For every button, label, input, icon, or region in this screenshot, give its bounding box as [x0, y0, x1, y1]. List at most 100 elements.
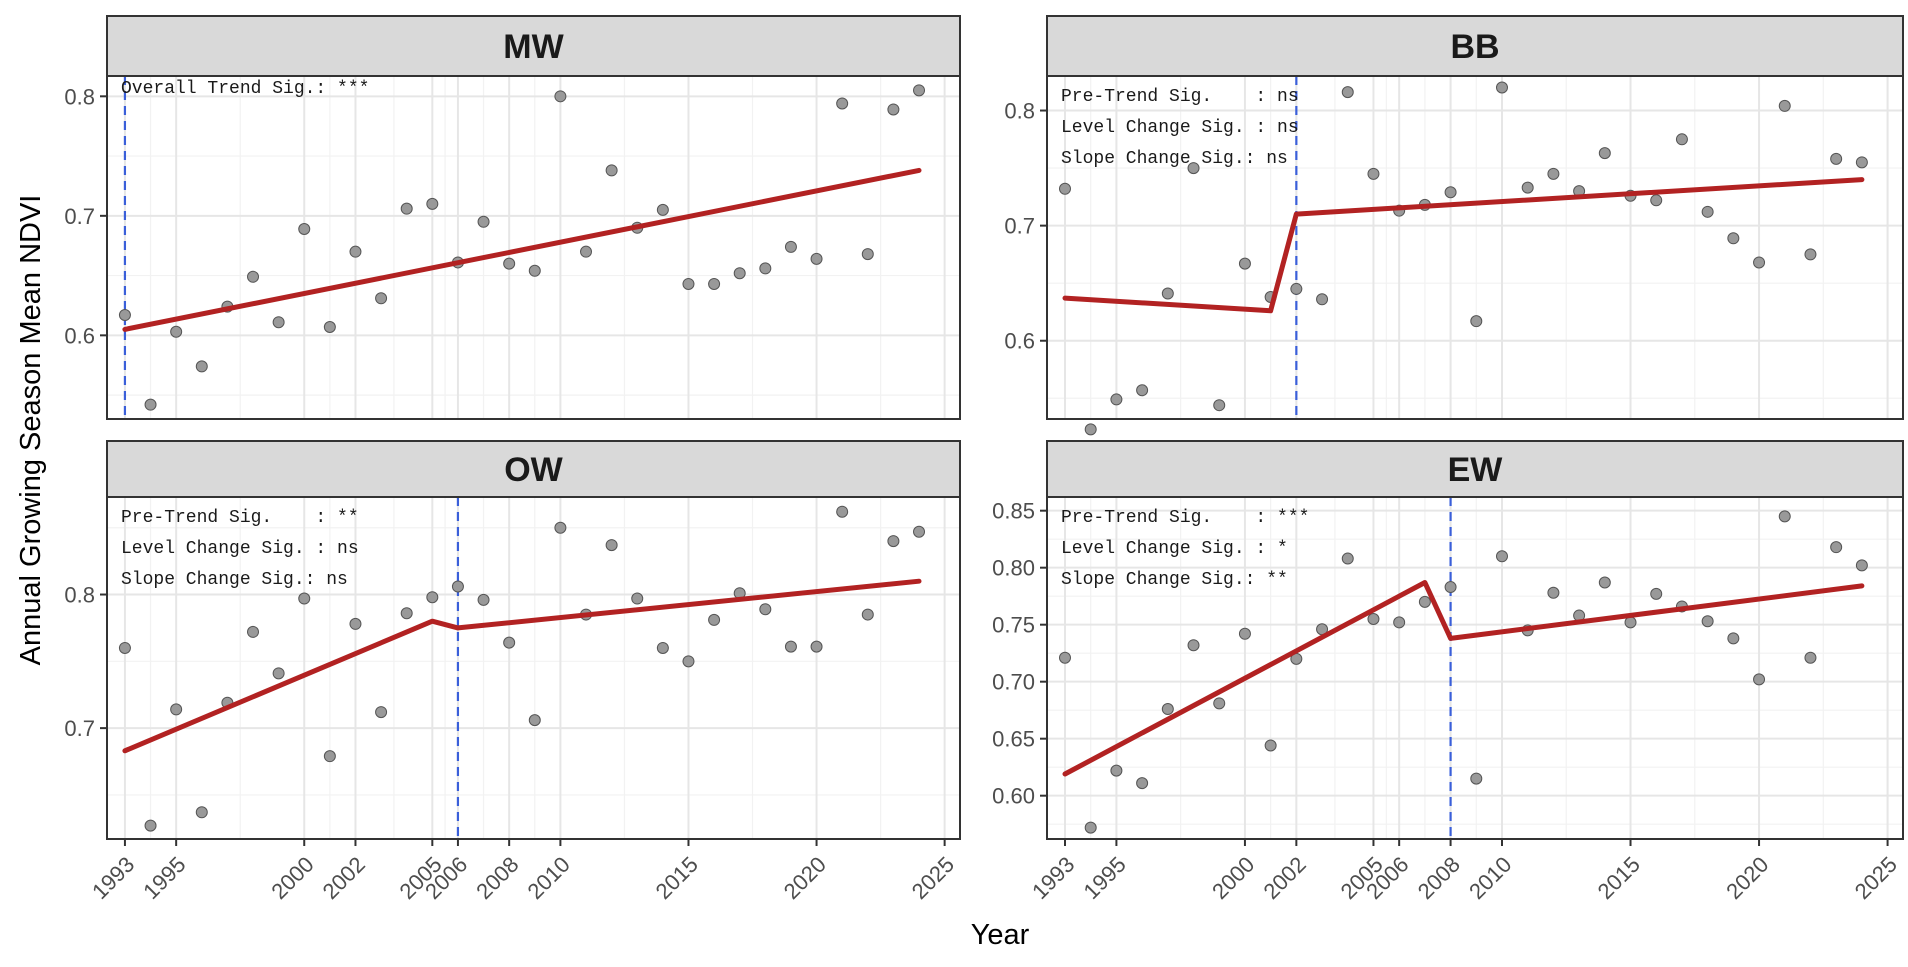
data-point	[118, 309, 131, 322]
data-point	[1753, 673, 1766, 686]
data-point	[1187, 639, 1200, 652]
data-point	[580, 245, 593, 258]
facet-strip	[106, 15, 961, 77]
data-point	[887, 103, 900, 116]
data-point	[1084, 821, 1097, 834]
y-tick-label: 0.7	[1004, 214, 1035, 239]
data-point	[426, 591, 439, 604]
data-point	[1161, 287, 1174, 300]
data-point	[1804, 651, 1817, 664]
significance-annotation: Slope Change Sig.: ns	[1061, 149, 1288, 169]
data-point	[118, 641, 131, 654]
data-point	[1830, 541, 1843, 554]
data-point	[1136, 777, 1149, 790]
data-point	[1495, 81, 1508, 94]
data-point	[1136, 384, 1149, 397]
y-tick-label: 0.85	[992, 499, 1035, 524]
data-point	[759, 262, 772, 275]
data-point	[836, 97, 849, 110]
data-point	[1341, 552, 1354, 565]
data-point	[1830, 152, 1843, 165]
data-point	[1778, 510, 1791, 523]
data-point	[1547, 586, 1560, 599]
data-point	[247, 625, 260, 638]
data-point	[144, 398, 157, 411]
data-point	[349, 617, 362, 630]
facet-strip	[106, 440, 961, 498]
trend-line	[122, 578, 922, 754]
data-point	[1444, 581, 1457, 594]
data-point	[708, 613, 721, 626]
data-point	[349, 245, 362, 258]
facet-strip-label: MW	[503, 28, 564, 66]
data-point	[272, 667, 285, 680]
data-point	[682, 655, 695, 668]
data-point	[1855, 156, 1868, 169]
data-point	[298, 222, 311, 235]
data-point	[1393, 616, 1406, 629]
data-point	[1675, 133, 1688, 146]
data-point	[400, 202, 413, 215]
data-point	[477, 215, 490, 228]
data-point	[1624, 616, 1637, 629]
data-point	[1804, 248, 1817, 261]
data-point	[784, 640, 797, 653]
data-point	[1727, 632, 1740, 645]
significance-annotation: Overall Trend Sig.: ***	[121, 79, 369, 99]
trend-line	[1062, 580, 1865, 777]
significance-annotation: Level Change Sig. : ns	[121, 539, 359, 559]
facet-strip-label: EW	[1448, 451, 1504, 489]
data-point	[1187, 162, 1200, 175]
data-point	[1058, 651, 1071, 664]
data-point	[1598, 147, 1611, 160]
data-point	[503, 636, 516, 649]
x-axis-title: Year	[971, 919, 1030, 951]
y-tick-label: 0.8	[64, 84, 95, 109]
data-point	[554, 521, 567, 534]
plot-background	[1047, 76, 1903, 419]
significance-annotation: Pre-Trend Sig. : ***	[1061, 508, 1309, 528]
data-point	[861, 608, 874, 621]
data-point	[631, 592, 644, 605]
data-point	[323, 320, 336, 333]
data-point	[1470, 315, 1483, 328]
data-point	[784, 240, 797, 253]
data-point	[1855, 559, 1868, 572]
significance-annotation: Pre-Trend Sig. : ns	[1061, 87, 1299, 107]
data-point	[375, 292, 388, 305]
data-point	[1495, 550, 1508, 563]
data-point	[1084, 423, 1097, 436]
data-point	[733, 267, 746, 280]
data-point	[400, 607, 413, 620]
data-point	[682, 277, 695, 290]
y-tick-label: 0.65	[992, 727, 1035, 752]
data-point	[1701, 205, 1714, 218]
data-point	[1444, 186, 1457, 199]
data-point	[1727, 232, 1740, 245]
data-point	[298, 592, 311, 605]
data-point	[1753, 256, 1766, 269]
data-point	[170, 325, 183, 338]
data-point	[195, 360, 208, 373]
data-point	[323, 750, 336, 763]
data-point	[810, 640, 823, 653]
data-point	[1290, 282, 1303, 295]
trend-line	[1062, 177, 1865, 314]
data-point	[887, 535, 900, 548]
data-point	[708, 277, 721, 290]
data-point	[1341, 86, 1354, 99]
y-tick-label: 0.80	[992, 556, 1035, 581]
data-point	[1547, 167, 1560, 180]
y-tick-label: 0.60	[992, 784, 1035, 809]
significance-annotation: Level Change Sig. : ns	[1061, 118, 1299, 138]
data-point	[375, 706, 388, 719]
data-point	[861, 248, 874, 261]
data-point	[451, 580, 464, 593]
data-point	[1110, 764, 1123, 777]
data-point	[836, 505, 849, 518]
data-point	[1058, 182, 1071, 195]
facet-strip-label: OW	[504, 451, 563, 489]
data-point	[247, 270, 260, 283]
data-point	[528, 714, 541, 727]
